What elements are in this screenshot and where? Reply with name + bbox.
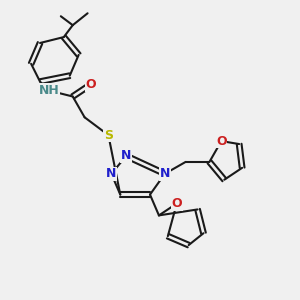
Text: N: N bbox=[121, 149, 131, 162]
Text: O: O bbox=[171, 197, 182, 210]
Text: N: N bbox=[160, 167, 170, 180]
Text: NH: NH bbox=[39, 84, 59, 97]
Text: N: N bbox=[106, 167, 116, 180]
Text: O: O bbox=[85, 78, 96, 91]
Text: O: O bbox=[216, 135, 226, 148]
Text: S: S bbox=[104, 129, 113, 142]
